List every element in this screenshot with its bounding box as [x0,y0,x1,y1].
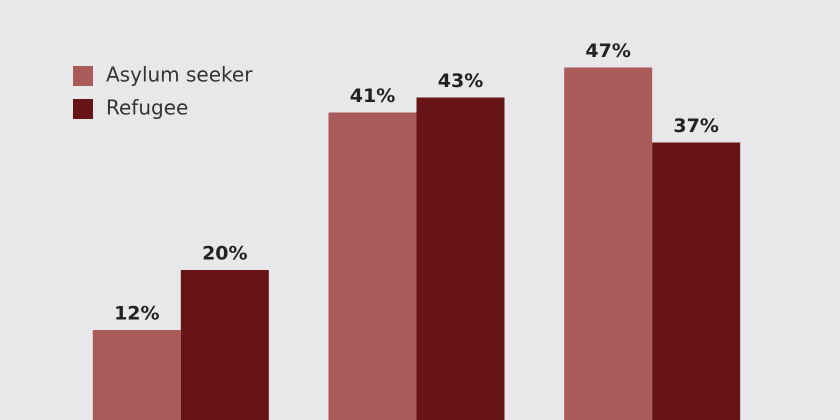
value-label: 37% [673,115,718,137]
bar [416,97,505,420]
legend-swatch [73,99,93,119]
value-label: 12% [114,303,159,325]
bar [180,270,269,420]
legend-label: Asylum seeker [106,63,253,87]
bar [652,142,741,420]
value-label: 47% [585,40,630,62]
value-label: 43% [438,70,483,92]
bar [328,112,417,420]
value-label: 41% [350,85,395,107]
legend-label: Refugee [106,96,188,120]
bar [92,330,181,420]
legend-swatch [73,66,93,86]
value-label: 20% [202,243,247,265]
bar [564,67,653,420]
